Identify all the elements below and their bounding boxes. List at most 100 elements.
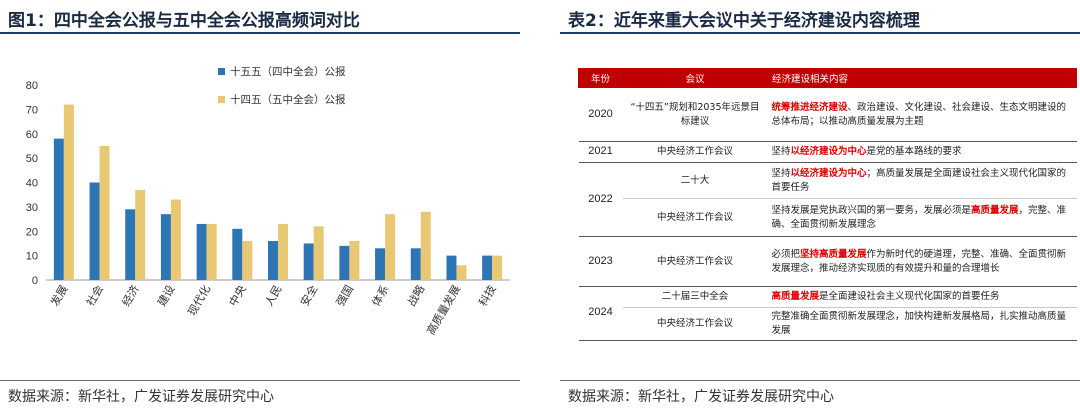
bar-series2 (278, 223, 288, 280)
bar-series2 (63, 104, 74, 280)
bar-series1 (89, 182, 100, 280)
y-tick-label: 20 (26, 226, 38, 238)
table-source: 数据来源：新华社，广发证券发展研究中心 (568, 389, 834, 405)
meeting-cell: 二十大 (622, 162, 768, 199)
bar-series1 (375, 248, 386, 280)
x-tick-label: 体系 (369, 283, 392, 309)
y-tick-label: 40 (26, 178, 38, 190)
bar-series2 (385, 214, 396, 280)
meeting-cell: 中央经济工作会议 (622, 141, 768, 163)
table-row: 中央经济工作会议 完整准确全面贯彻新发展理念，加快构建新发展格局，扎实推动高质量发… (579, 307, 1077, 341)
header-year: 年份 (578, 68, 623, 88)
x-tick-label: 建设 (154, 283, 177, 309)
header-content: 经济建设相关内容 (767, 68, 1077, 88)
x-tick-label: 经济 (119, 283, 142, 309)
y-tick-label: 0 (32, 275, 38, 287)
meeting-cell: 中央经济工作会议 (622, 198, 768, 237)
meeting-table-wrapper: 年份 会议 经济建设相关内容 2020 “十四五”规划和2035年远景目标建议 统筹… (578, 68, 1078, 341)
table-row: 2023 中央经济工作会议 必须把坚持高质量发展作为新时代的硬道理，完整、准确、全面… (578, 236, 1077, 287)
bar-series1 (160, 214, 171, 280)
table-row: 中央经济工作会议 坚持发展是党执政兴国的第一要务，发展必须是高质量发展，完整、准确… (579, 198, 1077, 237)
bar-series1 (410, 248, 421, 280)
year-cell: 2024 (578, 286, 623, 341)
content-text: 、政治建设、文化建设、社会建设、生态文明建设的总体布局；以推动高质量发展为主题 (771, 101, 1067, 127)
content-text: ，完整、准确、全面贯彻新发展理念 (771, 204, 1067, 230)
highlight-text: 高质量发展 (971, 204, 1019, 216)
content-cell: 完整准确全面贯彻新发展理念，加快构建新发展格局，扎实推动高质量发展 (767, 307, 1077, 341)
source-rule (0, 380, 520, 381)
content-cell: 坚持以经济建设为中心；高质量发展是全面建设社会主义现代化国家的首要任务 (767, 162, 1077, 199)
bar-series1 (125, 209, 136, 280)
bar-series2 (420, 211, 431, 280)
chart-bars (53, 104, 503, 280)
content-cell: 坚持以经济建设为中心是党的基本路线的要求 (767, 141, 1077, 163)
bar-chart: 0 10 20 30 40 50 60 70 80 发展 社会 经济 建设 现代化 中央 人民 安全 强国 体系 战略… (26, 65, 510, 337)
content-text: 作为新时代的硬道理，完整、准确、全面贯彻新发展理念，推动经济实现质的有效提升和量… (771, 248, 1067, 274)
table-title: 表2：近年来重大会议中关于经济建设内容梳理 (568, 11, 920, 31)
meeting-cell: “十四五”规划和2035年远景目标建议 (622, 87, 768, 142)
bar-series2 (99, 145, 110, 280)
y-tick-label: 70 (26, 104, 38, 116)
bar-series1 (482, 255, 493, 280)
table-row: 2022 二十大 坚持以经济建设为中心；高质量发展是全面建设社会主义现代化国家的首要… (578, 162, 1077, 237)
y-tick-label: 80 (26, 80, 38, 92)
x-tick-label: 安全 (297, 283, 320, 309)
content-text: 是党的基本路线的要求 (866, 146, 962, 158)
bar-series1 (446, 255, 457, 280)
content-cell: 坚持发展是党执政兴国的第一要务，发展必须是高质量发展，完整、准确、全面贯彻新发展… (767, 198, 1077, 237)
bar-series1 (53, 138, 64, 280)
y-tick-label: 10 (26, 251, 38, 263)
bar-series2 (170, 199, 181, 280)
highlight-text: 高质量发展 (771, 291, 820, 303)
legend-label: 十四五（五中全会）公报 (230, 93, 346, 106)
legend-swatch (218, 96, 225, 103)
meeting-cell: 二十届三中全会 (622, 286, 768, 308)
bar-series2 (349, 241, 360, 280)
y-tick-label: 30 (26, 202, 38, 214)
bar-series1 (232, 228, 243, 280)
content-text: 坚持发展是党执政兴国的第一要务，发展必须是 (771, 204, 972, 216)
bar-series1 (196, 223, 207, 280)
x-tick-label: 发展 (47, 283, 70, 309)
x-tick-label: 现代化 (185, 283, 214, 319)
content-text: ；高质量发展是全面建设社会主义现代化国家的首要任务 (771, 167, 1067, 193)
title-rule (0, 32, 520, 34)
bar-series2 (135, 189, 146, 280)
content-cell: 高质量发展是全面建设社会主义现代化国家的首要任务 (767, 286, 1077, 308)
content-cell: 必须把坚持高质量发展作为新时代的硬道理，完整、准确、全面贯彻新发展理念，推动经济… (767, 236, 1077, 287)
header-meeting: 会议 (622, 68, 768, 88)
highlight-text: 统筹推进经济建设 (771, 101, 848, 113)
x-tick-label: 强国 (334, 283, 356, 309)
year-cell: 2023 (578, 236, 623, 287)
source-rule (560, 380, 1080, 381)
highlight-text: 以经济建设为中心 (790, 146, 867, 158)
chart-title: 图1：四中全会公报与五中全会公报高频词对比 (8, 11, 360, 31)
legend-label: 十五五（四中全会）公报 (230, 65, 346, 78)
highlight-text: 以经济建设为中心 (790, 167, 867, 179)
x-tick-label: 中央 (227, 283, 249, 309)
bar-series2 (206, 223, 217, 280)
chart-source: 数据来源：新华社，广发证券发展研究中心 (8, 389, 274, 405)
bar-series2 (456, 265, 467, 280)
year-cell: 2020 (578, 87, 623, 142)
bar-series2 (242, 241, 253, 280)
y-tick-label: 60 (26, 129, 38, 141)
table-row: 2021 中央经济工作会议 坚持以经济建设为中心是党的基本路线的要求 (578, 141, 1077, 163)
year-cell: 2021 (578, 141, 623, 163)
bar-series1 (268, 241, 278, 280)
bar-series1 (303, 243, 314, 280)
table-row: 2024 二十届三中全会 高质量发展是全面建设社会主义现代化国家的首要任务 (578, 286, 1077, 341)
highlight-text: 坚持高质量发展 (800, 248, 867, 260)
content-text: 坚持 (771, 167, 791, 179)
year-cell: 2022 (578, 162, 623, 237)
meeting-cell: 中央经济工作会议 (622, 236, 768, 287)
y-tick-label: 50 (26, 153, 38, 165)
meeting-table: 年份 会议 经济建设相关内容 2020 “十四五”规划和2035年远景目标建议 统筹… (578, 68, 1077, 341)
x-tick-label: 社会 (83, 283, 106, 309)
title-rule (560, 32, 1080, 34)
bar-series1 (339, 245, 350, 280)
content-cell: 统筹推进经济建设、政治建设、文化建设、社会建设、生态文明建设的总体布局；以推动高… (767, 87, 1077, 142)
content-text: 必须把 (771, 248, 801, 260)
table-header-row: 年份 会议 经济建设相关内容 (578, 68, 1077, 88)
